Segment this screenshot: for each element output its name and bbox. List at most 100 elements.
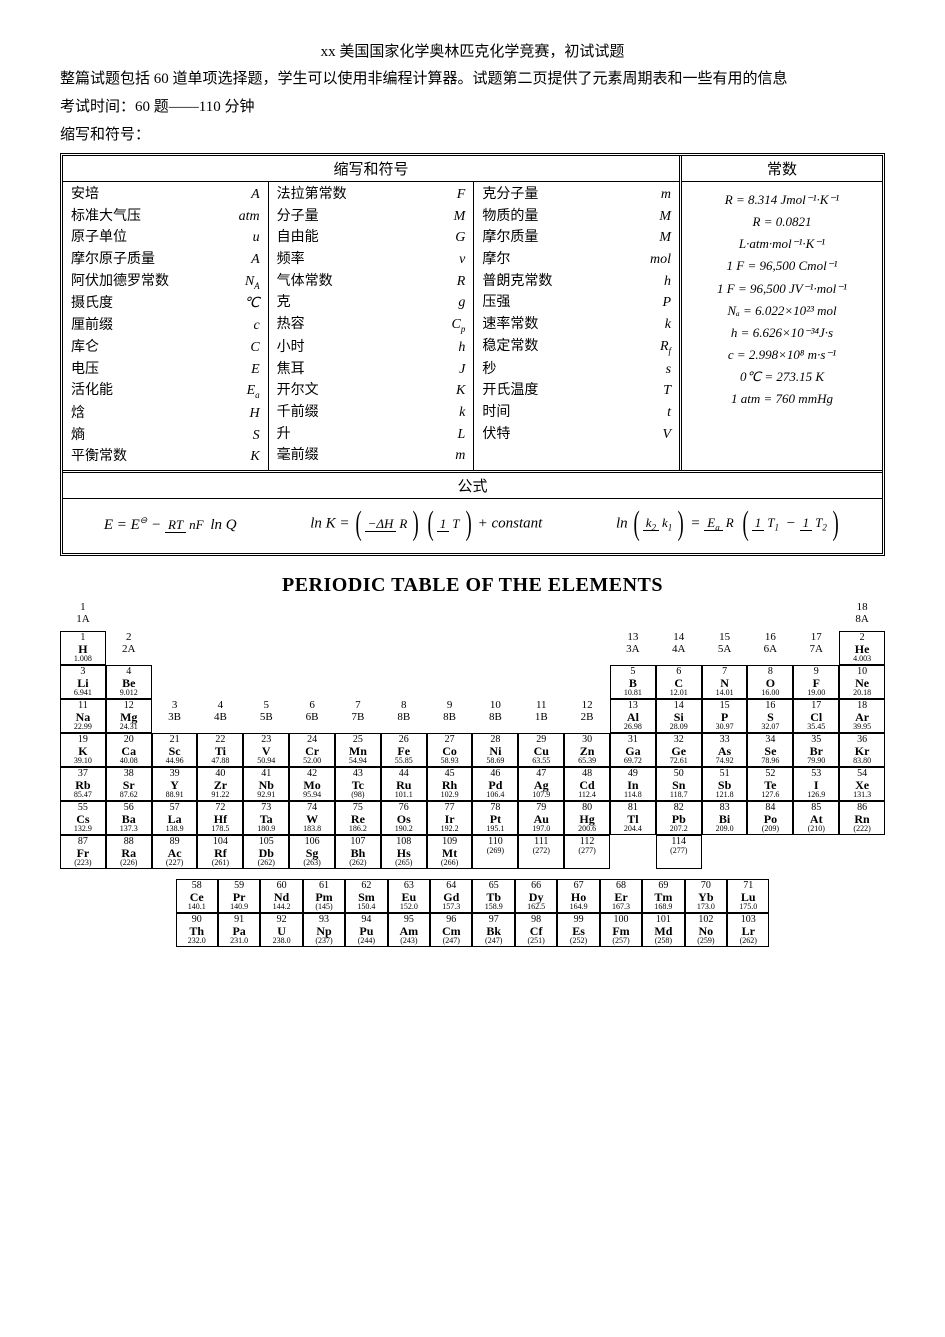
element-cell: 83Bi209.0 [702,801,748,835]
abbrev-entry: 频率v [273,249,470,271]
element-cell: 62Sm150.4 [345,879,387,913]
group-label: 22A [106,631,152,665]
element-cell: 97Bk(247) [472,913,514,947]
constant-line: c = 2.998×10⁸ m·s⁻¹ [688,345,876,365]
element-cell: 36Kr83.80 [839,733,885,767]
element-cell: 28Ni58.69 [472,733,518,767]
element-cell: 12Mg24.31 [106,699,152,733]
element-cell: 90Th232.0 [176,913,218,947]
element-cell: 75Re186.2 [335,801,381,835]
element-cell: 63Eu152.0 [388,879,430,913]
group-label: 108B [472,699,518,733]
abbrev-entry: 热容Cp [273,314,470,337]
element-cell: 6C12.01 [656,665,702,699]
element-cell: 10Ne20.18 [839,665,885,699]
element-cell: 92U238.0 [260,913,302,947]
group-label: 11A [60,601,106,631]
element-cell: 109Mt(266) [427,835,473,869]
constant-line: R = 0.0821 [688,212,876,232]
element-cell: 35Br79.90 [793,733,839,767]
element-cell: 38Sr87.62 [106,767,152,801]
abbrev-entry: 稳定常数Rf [478,336,675,359]
element-cell: 42Mo95.94 [289,767,335,801]
abbrev-entry: 开氏温度T [478,380,675,402]
abbrev-entry: 安培A [67,184,264,206]
element-cell: 21Sc44.96 [152,733,198,767]
periodic-table: 11A188A1H1.00822A133A144A155A166A177A2He… [60,601,885,869]
element-cell: 98Cf(251) [515,913,557,947]
abbrev-entry: 压强P [478,292,675,314]
abbrev-entry: 厘前缀c [67,315,264,337]
element-cell: 5B10.81 [610,665,656,699]
element-cell: 87Fr(223) [60,835,106,869]
element-cell: 69Tm168.9 [642,879,684,913]
element-cell: 103Lr(262) [727,913,769,947]
element-cell: 111(272) [518,835,564,869]
element-cell: 31Ga69.72 [610,733,656,767]
group-label: 111B [518,699,564,733]
abbrev-entry: 自由能G [273,227,470,249]
element-cell: 52Te127.6 [747,767,793,801]
element-cell: 4Be9.012 [106,665,152,699]
vant-hoff-equation: ln K = (−ΔHR) (1T) + constant [310,509,542,539]
element-cell: 86Rn(222) [839,801,885,835]
element-cell: 29Cu63.55 [518,733,564,767]
element-cell: 81Tl204.4 [610,801,656,835]
abbrev-entry: 小时h [273,337,470,359]
abbrev-header: 缩写和符号 [63,156,679,182]
element-cell: 30Zn65.39 [564,733,610,767]
doc-title: xx 美国国家化学奥林匹克化学竞赛，初试试题 [60,40,885,61]
element-cell: 96Cm(247) [430,913,472,947]
element-cell: 73Ta180.9 [243,801,289,835]
element-cell: 61Pm(145) [303,879,345,913]
group-label: 155A [702,631,748,665]
element-cell: 107Bh(262) [335,835,381,869]
element-cell: 40Zr91.22 [197,767,243,801]
arrhenius-equation: ln (k2k1) = EaR (1T1 − 1T2) [616,509,841,539]
element-cell: 95Am(243) [388,913,430,947]
element-cell: 2He4.003 [839,631,885,665]
element-cell: 51Sb121.8 [702,767,748,801]
element-cell: 27Co58.93 [427,733,473,767]
formula-body: E = E⊖ − RTnF ln Q ln K = (−ΔHR) (1T) + … [63,499,882,553]
element-cell: 3Li6.941 [60,665,106,699]
element-cell: 70Yb173.0 [685,879,727,913]
abbrev-entry: 摩尔质量M [478,227,675,249]
element-cell: 41Nb92.91 [243,767,289,801]
abbrev-entry: 熵S [67,425,264,447]
element-cell: 91Pa231.0 [218,913,260,947]
abbrev-entry: 焦耳J [273,359,470,381]
element-cell: 100Fm(257) [600,913,642,947]
element-cell: 76Os190.2 [381,801,427,835]
element-cell: 94Pu(244) [345,913,387,947]
element-cell: 84Po(209) [747,801,793,835]
element-cell: 11Na22.99 [60,699,106,733]
element-cell: 44Ru101.1 [381,767,427,801]
abbrev-entry: 开尔文K [273,380,470,402]
group-label: 88B [381,699,427,733]
abbrev-entry: 摩尔原子质量A [67,249,264,271]
element-cell: 48Cd112.4 [564,767,610,801]
group-label: 188A [839,601,885,631]
element-cell: 77Ir192.2 [427,801,473,835]
element-cell: 15P30.97 [702,699,748,733]
abbrev-entry: 活化能Ea [67,380,264,403]
element-cell: 101Md(258) [642,913,684,947]
element-cell: 56Ba137.3 [106,801,152,835]
constant-line: L·atm·mol⁻¹·K⁻¹ [688,234,876,254]
element-cell: 8O16.00 [747,665,793,699]
abbrev-entry: 焓H [67,403,264,425]
element-cell: 60Nd144.2 [260,879,302,913]
element-cell: 33As74.92 [702,733,748,767]
element-cell: 16S32.07 [747,699,793,733]
formula-header: 公式 [63,470,882,499]
element-cell: 9F19.00 [793,665,839,699]
abbrev-entry: 标准大气压atm [67,206,264,228]
constant-line: R = 8.314 Jmol⁻¹·K⁻¹ [688,190,876,210]
group-label: 144A [656,631,702,665]
lanthanides-row: 58Ce140.159Pr140.960Nd144.261Pm(145)62Sm… [176,879,770,913]
element-cell: 32Ge72.61 [656,733,702,767]
element-cell: 46Pd106.4 [472,767,518,801]
element-cell: 45Rh102.9 [427,767,473,801]
element-cell: 37Rb85.47 [60,767,106,801]
